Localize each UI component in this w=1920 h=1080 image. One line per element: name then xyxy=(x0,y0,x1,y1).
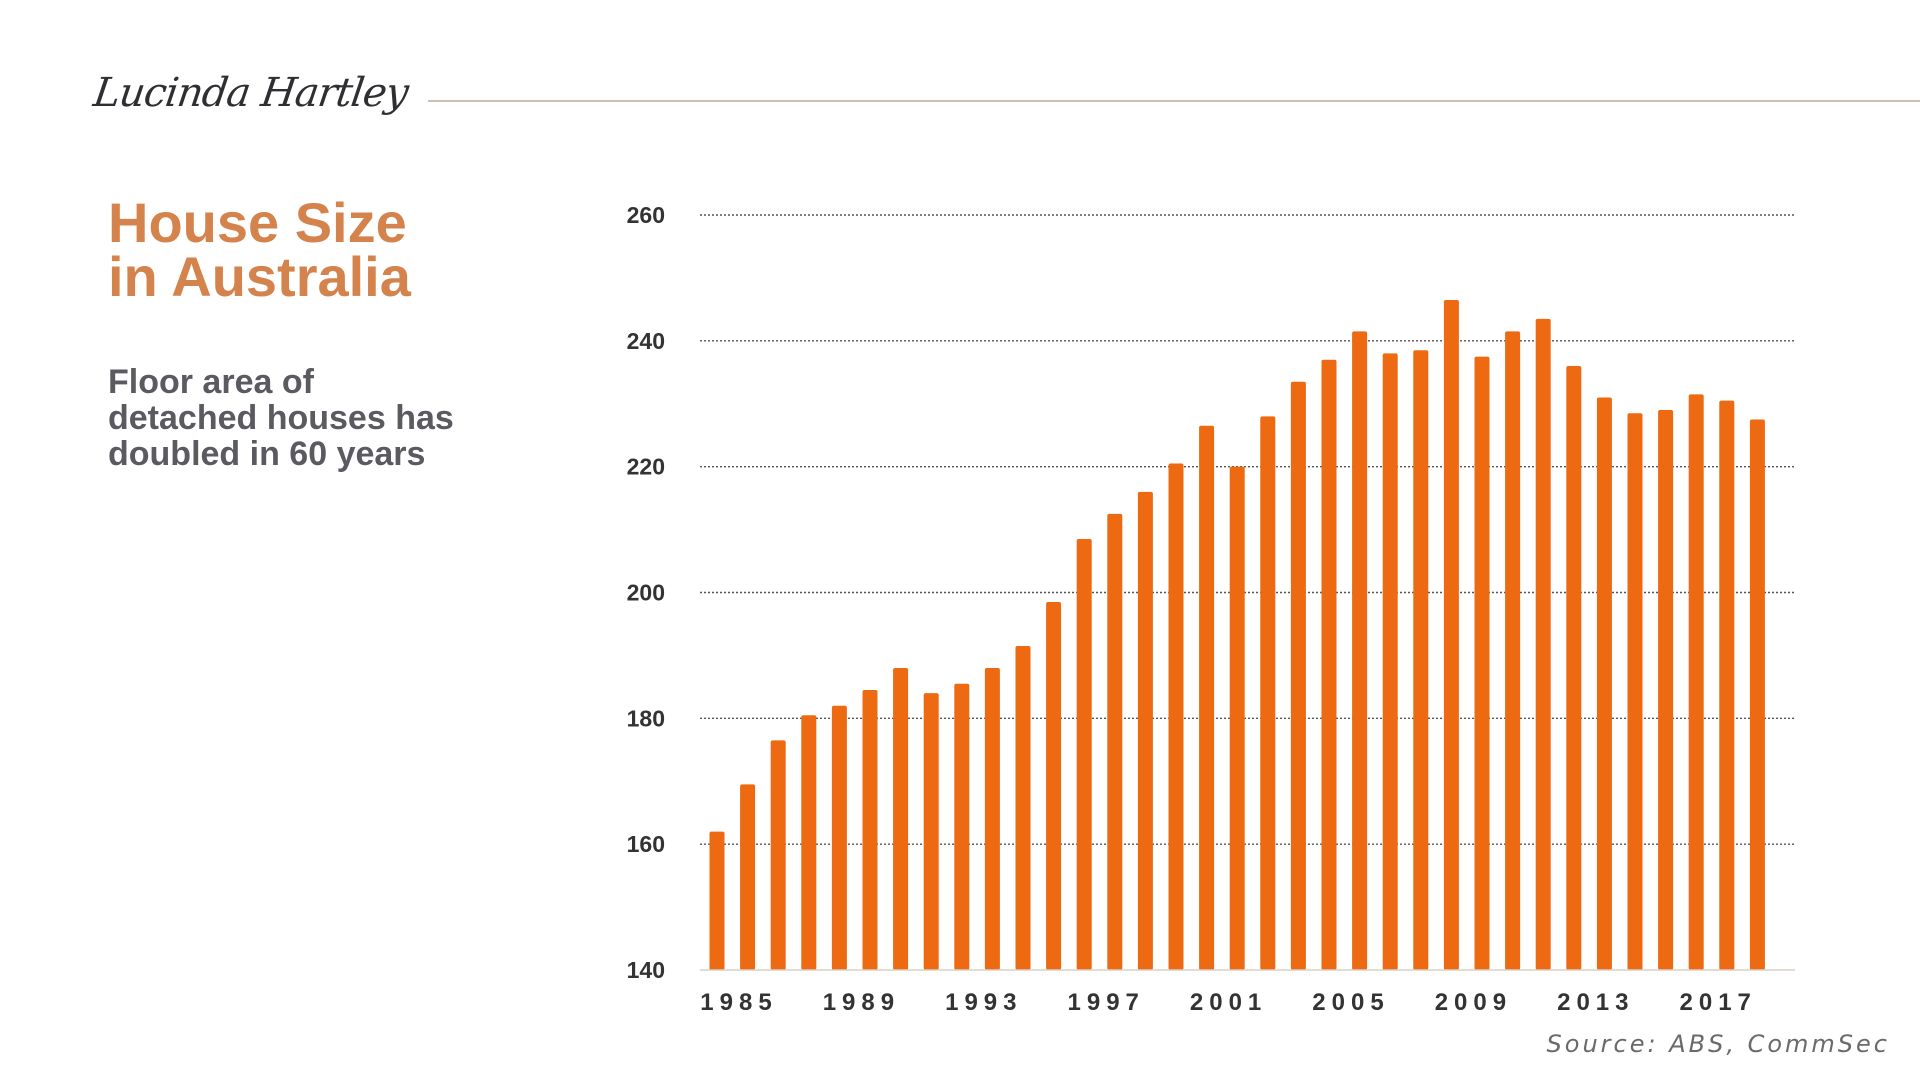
bar-2003 xyxy=(1260,416,1276,970)
bar-2008 xyxy=(1413,350,1429,970)
x-tick-label: 2017 xyxy=(1680,989,1757,1016)
title-line-2: in Australia xyxy=(108,245,411,308)
bar-1999 xyxy=(1137,491,1153,970)
x-tick-label: 2013 xyxy=(1557,989,1634,1016)
bar-2001 xyxy=(1199,425,1215,970)
bar-1996 xyxy=(1046,601,1062,970)
subtitle-line-1: Floor area of xyxy=(108,363,314,401)
page-subtitle: Floor area of detached houses has double… xyxy=(108,364,454,472)
y-tick-label: 160 xyxy=(627,831,665,857)
bar-1998 xyxy=(1107,513,1123,970)
bar-1988 xyxy=(801,715,817,970)
bar-2013 xyxy=(1566,366,1582,970)
y-tick-label: 220 xyxy=(627,454,665,480)
bar-2005 xyxy=(1321,359,1337,970)
bar-1993 xyxy=(954,683,970,970)
x-tick-label: 2009 xyxy=(1435,989,1512,1016)
bar-2002 xyxy=(1229,466,1245,970)
bar-1995 xyxy=(1015,645,1031,970)
x-tick-label: 2005 xyxy=(1312,989,1389,1016)
y-tick-label: 200 xyxy=(627,580,665,606)
title-line-1: House Size xyxy=(108,191,407,254)
bar-2006 xyxy=(1352,331,1368,970)
bar-2011 xyxy=(1505,331,1521,970)
page-title: House Size in Australia xyxy=(108,191,411,308)
x-tick-label: 1997 xyxy=(1068,989,1145,1016)
subtitle-line-2: detached houses has xyxy=(108,399,454,437)
x-tick-label: 1985 xyxy=(700,989,777,1016)
source-note: Source: ABS, CommSec xyxy=(1546,1030,1890,1058)
bar-1989 xyxy=(831,705,847,970)
bar-2015 xyxy=(1627,413,1643,970)
y-tick-label: 180 xyxy=(627,705,665,731)
x-tick-label: 2001 xyxy=(1190,989,1267,1016)
x-tick-label: 1989 xyxy=(823,989,900,1016)
y-tick-label: 240 xyxy=(627,328,665,354)
bar-1985 xyxy=(709,831,725,970)
bar-2016 xyxy=(1658,410,1674,971)
bar-2012 xyxy=(1535,318,1551,970)
bar-1992 xyxy=(923,693,939,970)
bar-2010 xyxy=(1474,356,1490,970)
bar-2000 xyxy=(1168,463,1184,970)
subtitle-line-3: doubled in 60 years xyxy=(108,435,426,473)
bar-1994 xyxy=(984,668,1000,970)
bar-2014 xyxy=(1596,397,1612,970)
bar-1990 xyxy=(862,690,878,970)
y-tick-label: 140 xyxy=(627,957,665,983)
y-tick-label: 260 xyxy=(627,202,665,228)
bar-2007 xyxy=(1382,353,1398,971)
bar-2018 xyxy=(1719,400,1735,971)
bar-2004 xyxy=(1290,381,1306,971)
bar-2017 xyxy=(1688,394,1704,970)
header-divider xyxy=(428,100,1920,102)
bar-1986 xyxy=(740,784,756,970)
bar-1997 xyxy=(1076,539,1092,970)
bar-2009 xyxy=(1443,299,1459,970)
bar-1987 xyxy=(770,740,786,970)
bar-1991 xyxy=(893,668,909,970)
bar-2019 xyxy=(1749,419,1765,971)
x-tick-label: 1993 xyxy=(945,989,1022,1016)
